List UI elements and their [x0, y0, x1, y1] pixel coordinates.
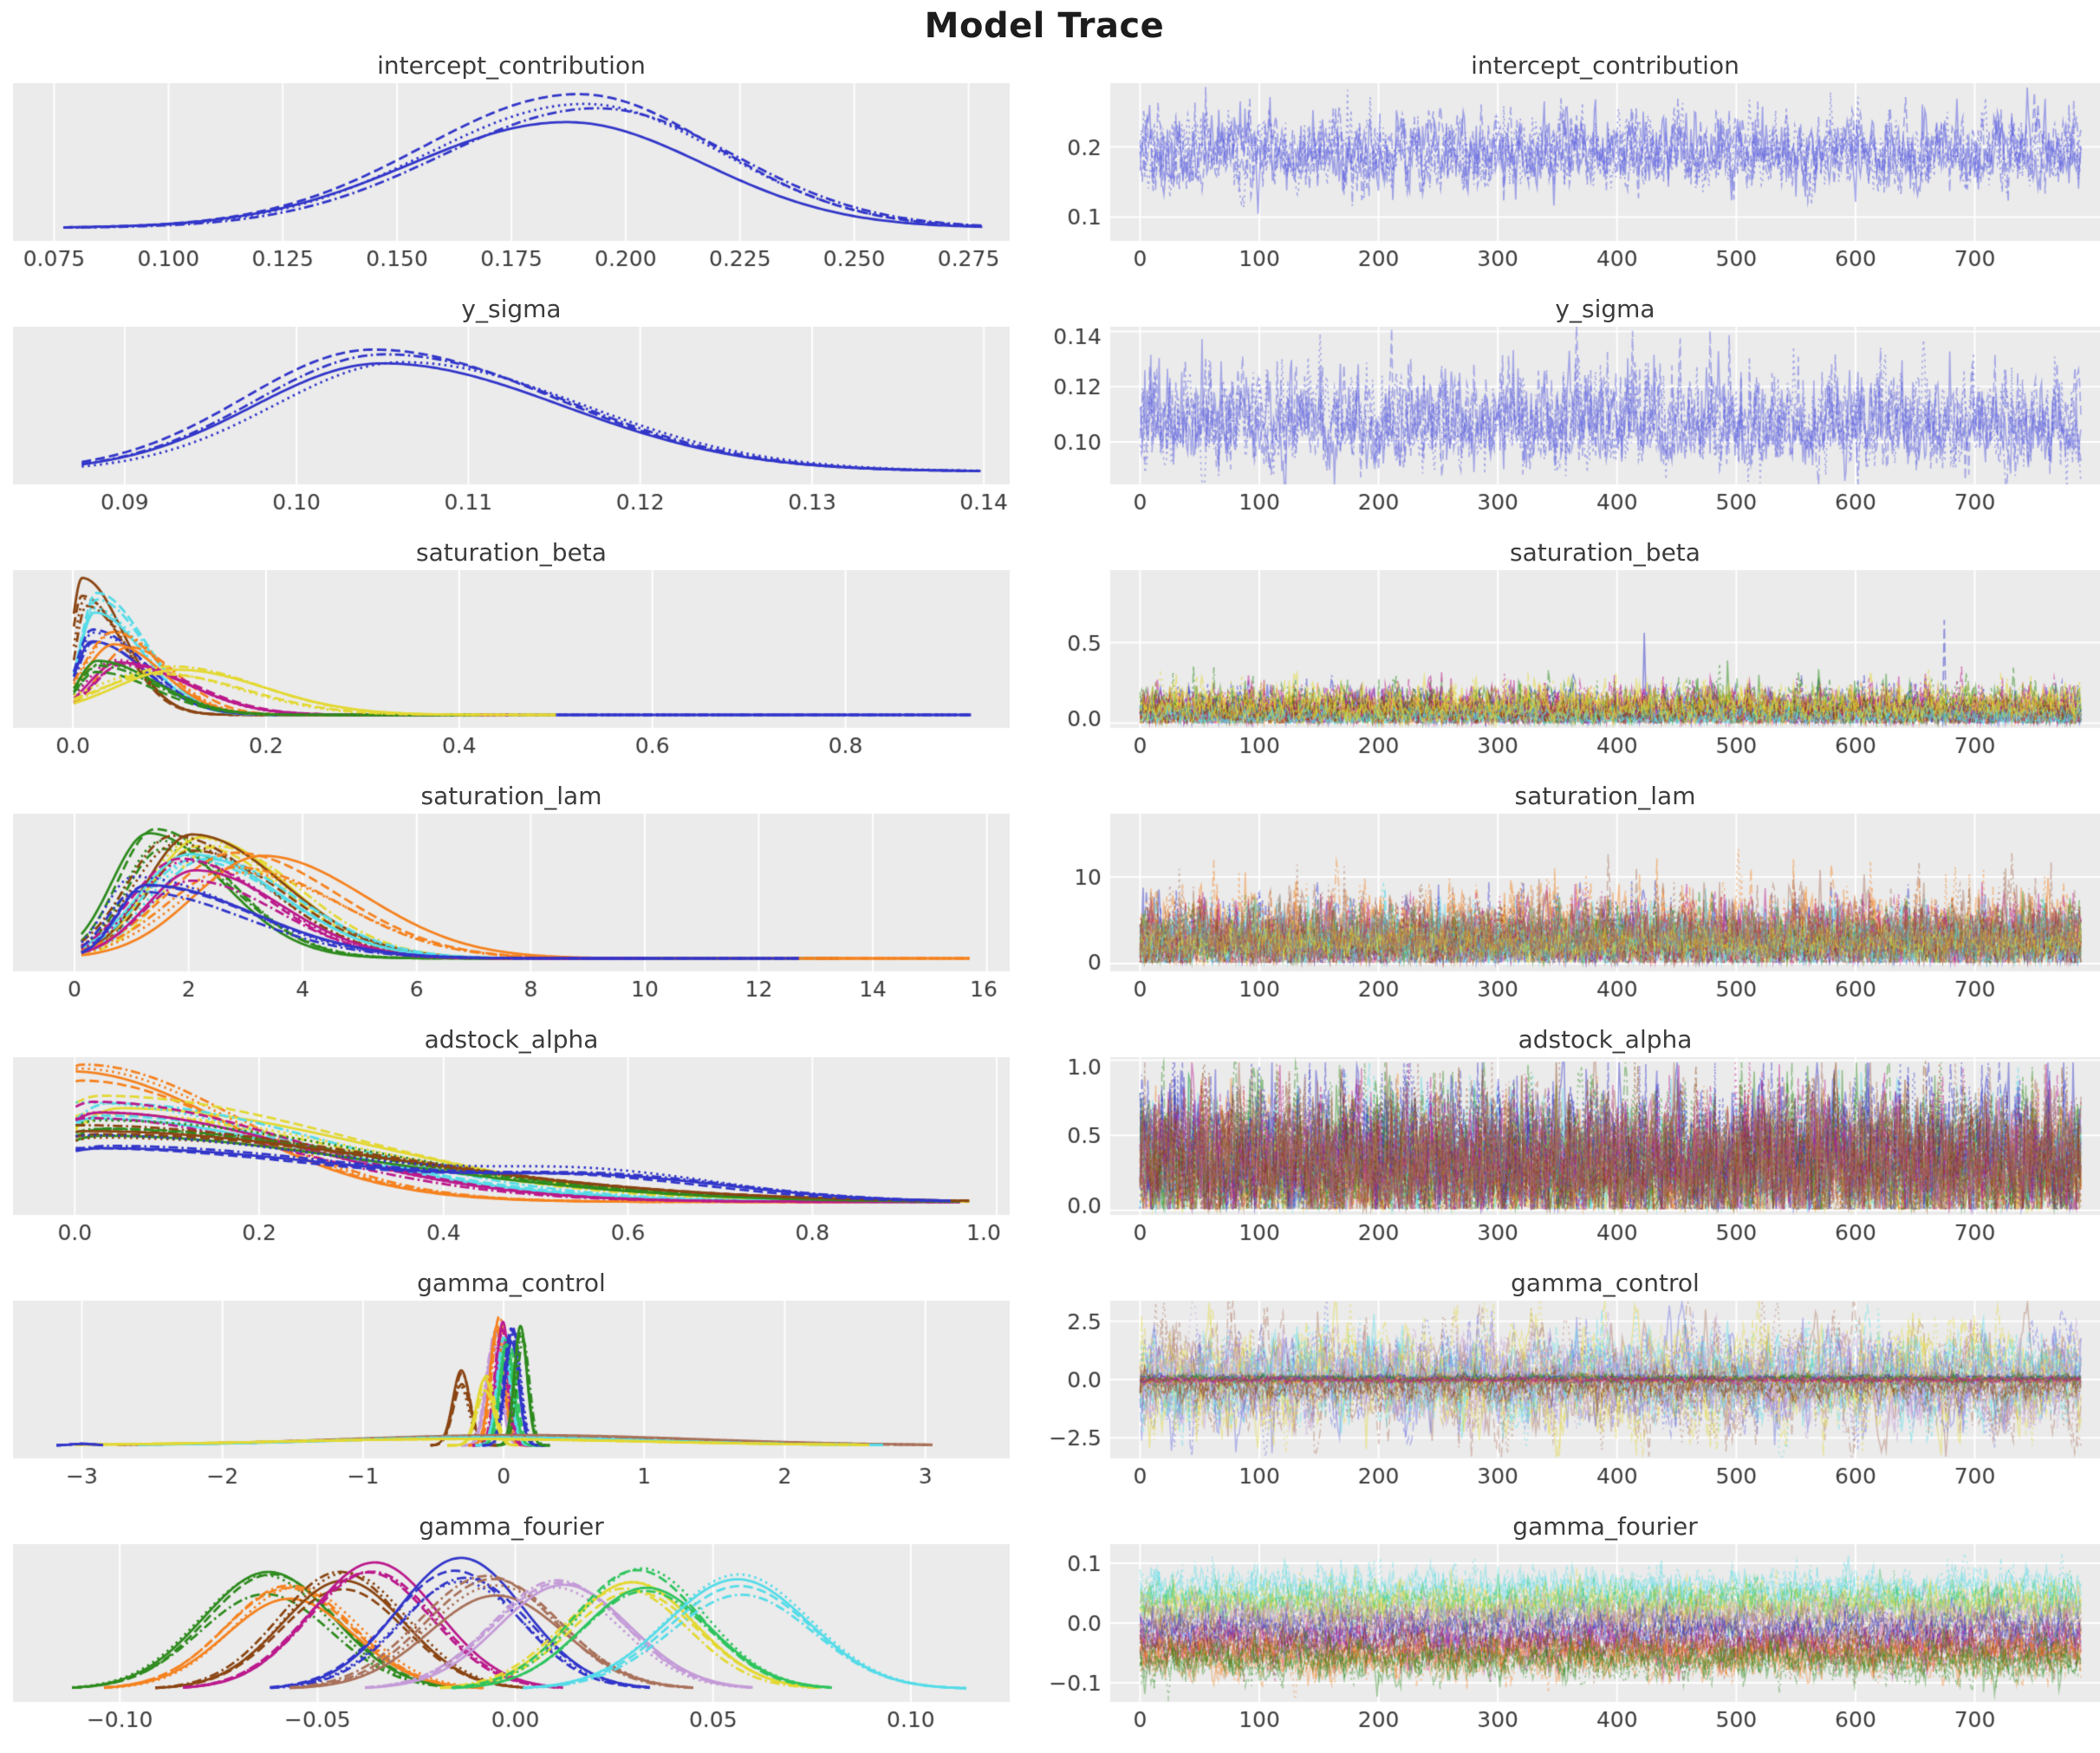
- kde-canvas-adstock-alpha: [13, 1057, 1010, 1248]
- row-gamma-fourier: gamma_fourier gamma_fourier: [13, 1510, 2100, 1735]
- trace-chart-adstock-alpha: adstock_alpha: [1044, 1023, 2100, 1248]
- chart-title: saturation_lam: [1514, 782, 1696, 810]
- row-gamma-control: gamma_control gamma_control: [13, 1266, 2100, 1491]
- figure-title: Model Trace: [924, 6, 1165, 46]
- kde-canvas-gamma-control: [13, 1301, 1010, 1491]
- trace-chart-y-sigma: y_sigma: [1044, 292, 2100, 517]
- row-saturation-lam: saturation_lam saturation_lam: [13, 779, 2100, 1004]
- kde-chart-saturation-lam: saturation_lam: [13, 779, 1010, 1004]
- chart-title: intercept_contribution: [377, 51, 646, 80]
- chart-title: y_sigma: [461, 295, 562, 323]
- chart-title: intercept_contribution: [1471, 51, 1739, 80]
- trace-chart-gamma-control: gamma_control: [1044, 1266, 2100, 1491]
- kde-chart-intercept-contribution: intercept_contribution: [13, 49, 1010, 274]
- trace-canvas-y-sigma: [1044, 327, 2100, 517]
- chart-title: gamma_fourier: [1512, 1512, 1698, 1541]
- chart-title: saturation_lam: [420, 782, 602, 810]
- chart-title: y_sigma: [1555, 295, 1655, 323]
- chart-title: adstock_alpha: [1518, 1025, 1693, 1054]
- chart-title: gamma_fourier: [419, 1512, 604, 1541]
- trace-canvas-saturation-beta: [1044, 570, 2100, 761]
- row-intercept-contribution: intercept_contribution intercept_contrib…: [13, 49, 2100, 274]
- kde-chart-saturation-beta: saturation_beta: [13, 536, 1010, 761]
- kde-chart-gamma-fourier: gamma_fourier: [13, 1510, 1010, 1735]
- row-y-sigma: y_sigma y_sigma: [13, 292, 2100, 517]
- kde-chart-adstock-alpha: adstock_alpha: [13, 1023, 1010, 1248]
- row-adstock-alpha: adstock_alpha adstock_alpha: [13, 1023, 2100, 1248]
- kde-canvas-intercept-contribution: [13, 83, 1010, 274]
- chart-title: gamma_control: [1511, 1269, 1700, 1297]
- trace-chart-intercept-contribution: intercept_contribution: [1044, 49, 2100, 274]
- trace-canvas-intercept-contribution: [1044, 83, 2100, 274]
- trace-chart-saturation-lam: saturation_lam: [1044, 779, 2100, 1004]
- kde-chart-gamma-control: gamma_control: [13, 1266, 1010, 1491]
- chart-title: gamma_control: [417, 1269, 606, 1297]
- trace-chart-saturation-beta: saturation_beta: [1044, 536, 2100, 761]
- trace-canvas-adstock-alpha: [1044, 1057, 2100, 1248]
- chart-title: saturation_beta: [416, 538, 607, 567]
- kde-canvas-saturation-beta: [13, 570, 1010, 761]
- row-saturation-beta: saturation_beta saturation_beta: [13, 536, 2100, 761]
- kde-canvas-gamma-fourier: [13, 1544, 1010, 1735]
- chart-title: adstock_alpha: [424, 1025, 599, 1054]
- kde-canvas-saturation-lam: [13, 814, 1010, 1004]
- kde-canvas-y-sigma: [13, 327, 1010, 517]
- trace-chart-gamma-fourier: gamma_fourier: [1044, 1510, 2100, 1735]
- trace-canvas-gamma-fourier: [1044, 1544, 2100, 1735]
- chart-title: saturation_beta: [1510, 538, 1700, 567]
- trace-canvas-gamma-control: [1044, 1301, 2100, 1491]
- trace-canvas-saturation-lam: [1044, 814, 2100, 1004]
- kde-chart-y-sigma: y_sigma: [13, 292, 1010, 517]
